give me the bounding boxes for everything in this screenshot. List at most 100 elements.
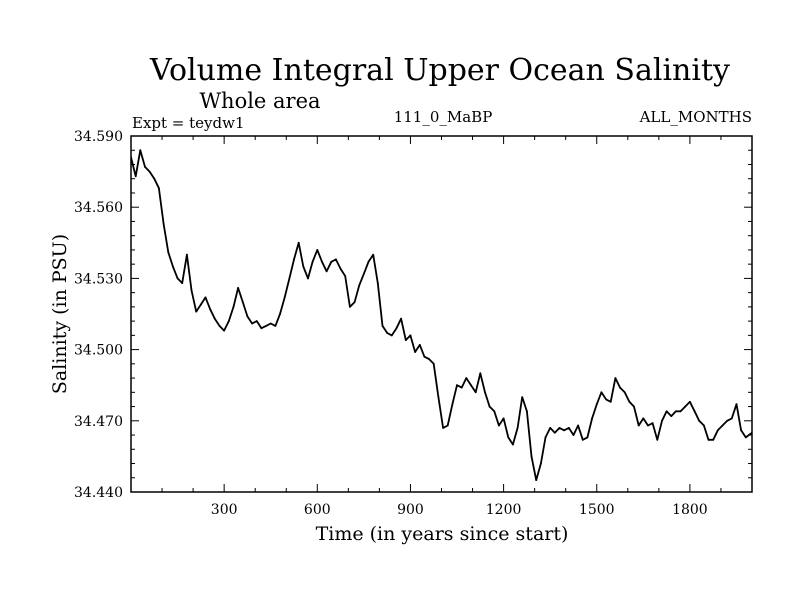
data-point bbox=[535, 479, 538, 481]
data-point bbox=[148, 170, 151, 173]
chart-title: Volume Integral Upper Ocean Salinity bbox=[149, 53, 730, 88]
data-point bbox=[381, 325, 384, 327]
data-point bbox=[516, 427, 519, 429]
data-point bbox=[255, 320, 258, 322]
data-point bbox=[446, 424, 449, 427]
data-point bbox=[204, 296, 207, 299]
data-point bbox=[269, 322, 272, 325]
data-point bbox=[633, 405, 635, 408]
data-point bbox=[400, 317, 402, 320]
data-point bbox=[675, 410, 677, 413]
data-point bbox=[321, 260, 323, 263]
data-point bbox=[730, 417, 733, 420]
data-point bbox=[297, 241, 300, 244]
data-point bbox=[158, 187, 160, 190]
data-point bbox=[176, 277, 179, 280]
data-point bbox=[241, 301, 244, 303]
data-point bbox=[507, 436, 510, 439]
x-tick-label: 1800 bbox=[672, 502, 708, 518]
data-point bbox=[367, 260, 370, 263]
x-tick-label: 300 bbox=[211, 502, 238, 518]
data-point bbox=[139, 149, 142, 152]
data-point bbox=[698, 419, 701, 422]
data-point bbox=[330, 260, 333, 263]
data-point bbox=[442, 427, 444, 429]
series-layer bbox=[131, 149, 752, 482]
x-tick-label: 1200 bbox=[486, 502, 522, 518]
data-point bbox=[209, 308, 212, 311]
data-point bbox=[465, 377, 468, 379]
data-point bbox=[689, 400, 691, 403]
data-point bbox=[605, 398, 607, 401]
data-point bbox=[395, 327, 398, 330]
data-point bbox=[628, 400, 631, 403]
data-point bbox=[213, 317, 216, 320]
data-point bbox=[619, 386, 621, 389]
data-point bbox=[693, 410, 696, 413]
data-point bbox=[623, 391, 626, 394]
data-point bbox=[735, 403, 738, 406]
data-point bbox=[293, 258, 295, 261]
data-point bbox=[498, 424, 500, 427]
months-label: ALL_MONTHS bbox=[639, 108, 752, 126]
data-point bbox=[283, 296, 286, 299]
data-point bbox=[223, 329, 226, 332]
data-point bbox=[549, 427, 552, 429]
data-point bbox=[586, 436, 589, 439]
y-tick-label: 34.500 bbox=[74, 343, 123, 359]
x-tick-label: 900 bbox=[397, 502, 424, 518]
data-point bbox=[563, 429, 565, 432]
data-point bbox=[172, 265, 174, 268]
data-point bbox=[484, 391, 486, 394]
data-point bbox=[684, 405, 687, 408]
data-point bbox=[553, 431, 556, 434]
data-point bbox=[567, 427, 570, 429]
data-point bbox=[181, 282, 184, 284]
data-point bbox=[237, 287, 240, 289]
data-point bbox=[167, 251, 170, 254]
data-point bbox=[721, 424, 724, 427]
data-point bbox=[474, 391, 477, 394]
data-point bbox=[288, 277, 291, 280]
data-point bbox=[656, 438, 659, 441]
data-point bbox=[190, 289, 193, 292]
data-point bbox=[227, 320, 230, 322]
data-point bbox=[493, 410, 496, 413]
y-tick-label: 34.470 bbox=[74, 414, 123, 430]
data-point bbox=[703, 424, 705, 427]
data-point bbox=[707, 438, 710, 441]
data-point bbox=[530, 455, 533, 458]
data-point bbox=[279, 313, 281, 315]
data-point bbox=[353, 301, 356, 303]
data-point bbox=[451, 403, 454, 406]
data-point bbox=[153, 177, 156, 180]
data-point bbox=[526, 410, 528, 413]
data-point bbox=[418, 344, 421, 346]
x-axis-label: Time (in years since start) bbox=[316, 523, 569, 545]
data-point bbox=[577, 424, 579, 427]
data-point bbox=[712, 438, 715, 441]
data-point bbox=[409, 334, 412, 337]
data-point bbox=[311, 260, 314, 263]
data-point bbox=[325, 270, 328, 273]
data-point bbox=[134, 175, 137, 178]
data-point bbox=[307, 277, 309, 280]
data-point bbox=[581, 438, 584, 441]
data-point bbox=[540, 462, 542, 465]
data-point bbox=[651, 422, 654, 425]
data-point bbox=[661, 419, 663, 422]
data-point bbox=[218, 325, 221, 327]
data-point bbox=[502, 417, 505, 420]
data-point bbox=[344, 275, 347, 277]
y-tick-label: 34.440 bbox=[74, 485, 123, 501]
data-point bbox=[339, 268, 342, 270]
data-point bbox=[349, 306, 351, 308]
data-point bbox=[376, 282, 379, 284]
chart-subtitle: Whole area bbox=[199, 89, 320, 113]
data-point bbox=[479, 372, 482, 375]
data-point bbox=[740, 429, 742, 432]
data-point bbox=[437, 396, 440, 398]
x-tick-label: 600 bbox=[304, 502, 331, 518]
data-point bbox=[358, 284, 361, 287]
